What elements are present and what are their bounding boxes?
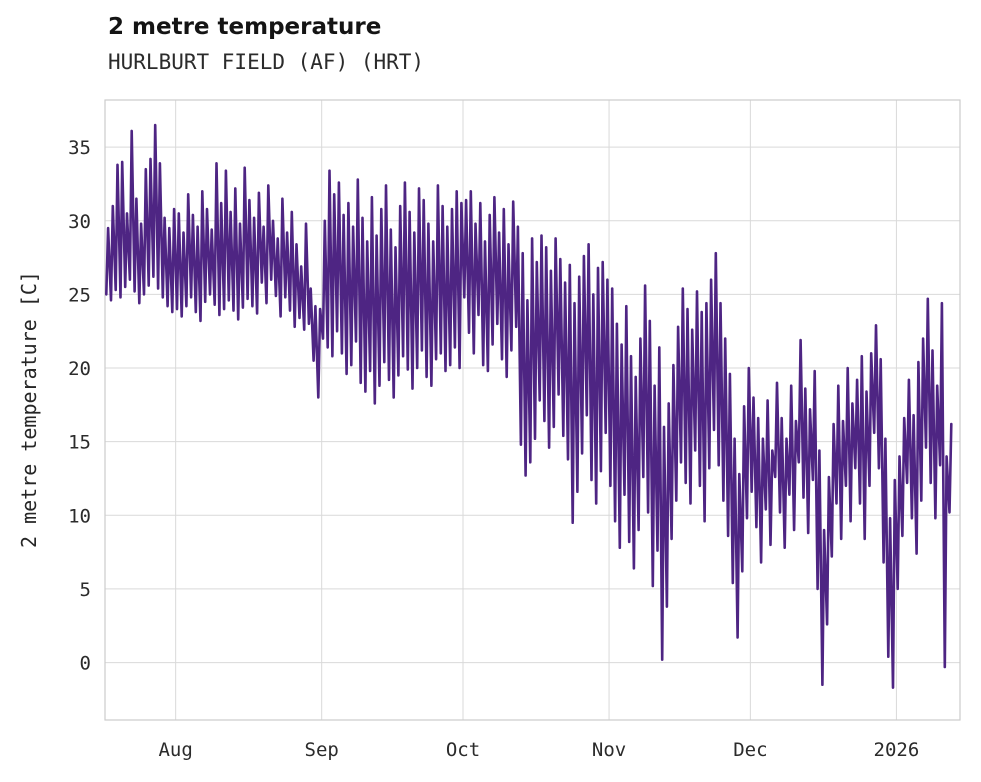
x-tick-label: 2026 bbox=[874, 739, 920, 761]
y-tick-label: 25 bbox=[68, 284, 91, 306]
x-tick-label: Sep bbox=[305, 739, 339, 761]
y-tick-label: 5 bbox=[80, 579, 91, 601]
axis-tick-labels: 0 5 10 15 20 25 30 35 Aug Sep Oct Nov Dec 2026 bbox=[68, 137, 919, 761]
y-tick-label: 30 bbox=[68, 211, 91, 233]
x-tick-label: Dec bbox=[733, 739, 767, 761]
plot-border bbox=[104, 99, 961, 721]
temperature-line bbox=[105, 123, 953, 689]
y-tick-label: 0 bbox=[80, 653, 91, 675]
temperature-line-series bbox=[105, 123, 953, 689]
x-tick-label: Oct bbox=[446, 739, 480, 761]
y-tick-label: 20 bbox=[68, 358, 91, 380]
chart-subtitle: HURLBURT FIELD (AF) (HRT) bbox=[108, 50, 425, 74]
y-tick-label: 10 bbox=[68, 505, 91, 527]
gridlines bbox=[104, 99, 961, 721]
chart-title: 2 metre temperature bbox=[108, 14, 382, 40]
x-tick-label: Nov bbox=[592, 739, 626, 761]
y-tick-label: 35 bbox=[68, 137, 91, 159]
x-tick-label: Aug bbox=[158, 739, 192, 761]
y-tick-label: 15 bbox=[68, 432, 91, 454]
